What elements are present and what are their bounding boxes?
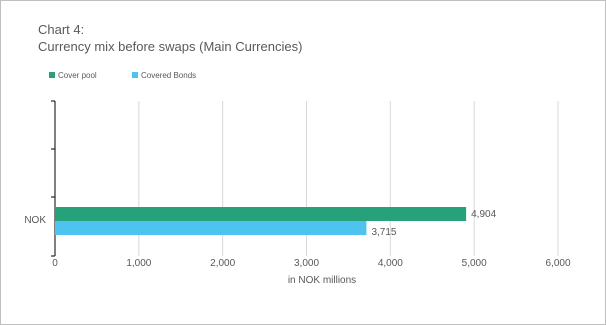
x-tick-label-6000: 6,000 xyxy=(545,258,570,269)
legend-label-cover-pool: Cover pool xyxy=(58,71,97,80)
x-tick-label-3000: 3,000 xyxy=(294,258,319,269)
x-tick-label-4000: 4,000 xyxy=(378,258,403,269)
chart-title-line-1: Chart 4: xyxy=(38,22,85,37)
chart-title-line-2: Currency mix before swaps (Main Currenci… xyxy=(38,39,303,54)
bar-covered-bonds-nok xyxy=(55,221,367,235)
category-label-nok: NOK xyxy=(24,215,46,226)
legend-item-cover-pool: Cover pool xyxy=(49,71,97,80)
x-tick-label-5000: 5,000 xyxy=(462,258,487,269)
x-tick-label-0: 0 xyxy=(52,258,58,269)
legend-swatch-cover-pool xyxy=(49,72,55,78)
data-label-covered-bonds-nok: 3,715 xyxy=(371,227,396,238)
legend-label-covered-bonds: Covered Bonds xyxy=(141,71,197,80)
legend-swatch-covered-bonds xyxy=(132,72,138,78)
bar-layer xyxy=(55,207,467,235)
x-tick-label-2000: 2,000 xyxy=(210,258,235,269)
legend-item-covered-bonds: Covered Bonds xyxy=(132,71,196,80)
bar-cover-pool-nok xyxy=(55,207,467,221)
label-layer: 0 1,000 2,000 3,000 4,000 5,000 6,000 NOK 4,904 3… xyxy=(24,209,571,269)
x-axis-title: in NOK millions xyxy=(288,275,356,286)
data-label-cover-pool-nok: 4,904 xyxy=(471,209,496,220)
axis-layer xyxy=(51,100,56,257)
x-tick-label-1000: 1,000 xyxy=(126,258,151,269)
